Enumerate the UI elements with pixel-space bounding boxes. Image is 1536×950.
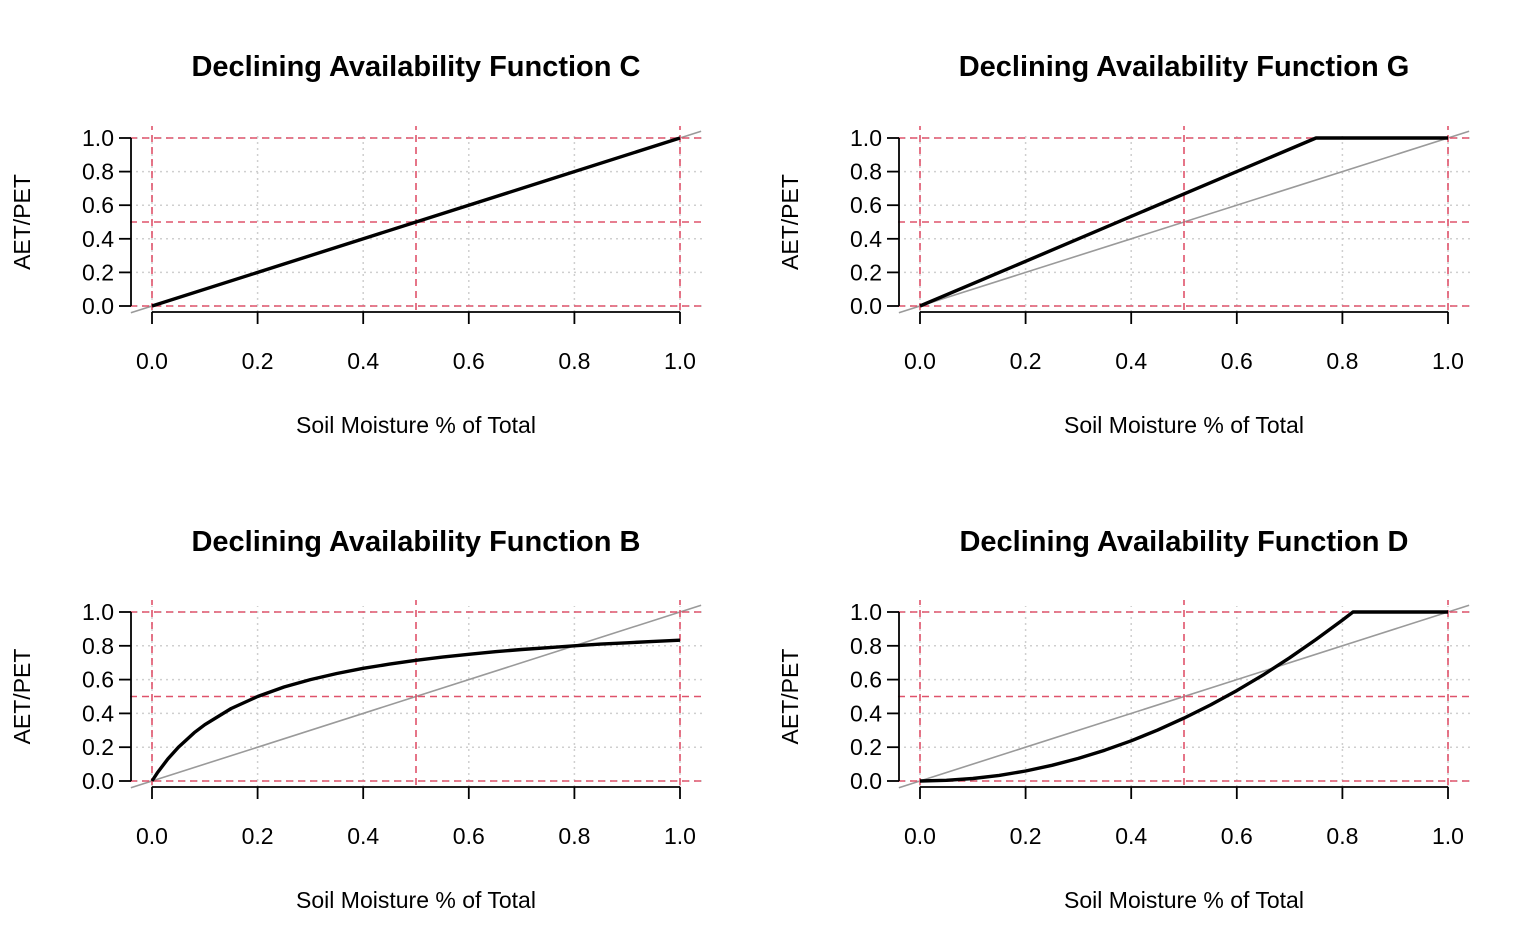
x-tick-label: 0.4 (1115, 348, 1147, 374)
x-tick-label: 0.2 (242, 823, 274, 849)
x-tick-label: 1.0 (664, 823, 696, 849)
x-tick-label: 0.6 (453, 348, 485, 374)
panel-3: 0.0 0.2 0.4 0.6 0.8 1.0 0.0 0.2 0.4 0.6 0.8 1.0 Decl… (9, 526, 702, 913)
y-tick-label: 0.2 (850, 734, 882, 760)
y-tick-label: 0.0 (82, 293, 114, 319)
x-axis-label: Soil Moisture % of Total (1064, 412, 1304, 438)
x-tick-label: 0.4 (1115, 823, 1147, 849)
y-tick-label: 0.6 (82, 192, 114, 218)
series-line-1 (151, 136, 681, 308)
series-line-1 (919, 136, 1448, 308)
y-tick-label: 0.6 (82, 667, 114, 693)
x-tick-label: 0.0 (904, 348, 936, 374)
y-tick-label: 0.2 (82, 259, 114, 285)
x-tick-label: 0.0 (136, 823, 168, 849)
x-tick-label: 0.2 (1010, 823, 1042, 849)
y-tick-label: 1.0 (82, 599, 114, 625)
y-tick-label: 0.4 (82, 226, 114, 252)
y-tick-label: 0.8 (82, 633, 114, 659)
y-tick-label: 0.6 (850, 192, 882, 218)
x-tick-label: 1.0 (664, 348, 696, 374)
y-tick-label: 1.0 (850, 125, 882, 151)
y-tick-label: 0.8 (82, 159, 114, 185)
x-tick-label: 0.8 (558, 348, 590, 374)
y-tick-label: 0.0 (850, 293, 882, 319)
x-tick-label: 0.8 (558, 823, 590, 849)
x-tick-label: 1.0 (1432, 823, 1464, 849)
x-tick-label: 0.4 (347, 823, 379, 849)
x-tick-label: 0.0 (136, 348, 168, 374)
y-tick-label: 0.4 (850, 226, 882, 252)
panel-1: 0.0 0.2 0.4 0.6 0.8 1.0 0.0 0.2 0.4 0.6 0.8 1.0 Decl… (9, 51, 702, 438)
x-axis-label: Soil Moisture % of Total (296, 887, 536, 913)
panel-4: 0.0 0.2 0.4 0.6 0.8 1.0 0.0 0.2 0.4 0.6 0.8 1.0 Decl… (777, 526, 1470, 913)
y-tick-label: 1.0 (82, 125, 114, 151)
panel-2: 0.0 0.2 0.4 0.6 0.8 1.0 0.0 0.2 0.4 0.6 0.8 1.0 Decl… (777, 51, 1470, 438)
x-tick-label: 0.2 (242, 348, 274, 374)
y-tick-label: 0.0 (850, 768, 882, 794)
x-tick-label: 0.6 (1221, 823, 1253, 849)
x-tick-label: 0.0 (904, 823, 936, 849)
x-tick-label: 0.8 (1326, 823, 1358, 849)
x-tick-label: 1.0 (1432, 348, 1464, 374)
x-tick-label: 0.4 (347, 348, 379, 374)
y-tick-label: 0.0 (82, 768, 114, 794)
y-tick-label: 0.4 (850, 700, 882, 726)
x-tick-label: 0.8 (1326, 348, 1358, 374)
y-tick-label: 0.2 (850, 259, 882, 285)
y-axis-label: AET/PET (777, 649, 803, 745)
x-tick-label: 0.6 (1221, 348, 1253, 374)
y-axis-label: AET/PET (777, 174, 803, 270)
x-axis-label: Soil Moisture % of Total (296, 412, 536, 438)
x-tick-label: 0.2 (1010, 348, 1042, 374)
chart-title: Declining Availability Function C (191, 51, 640, 83)
y-tick-label: 0.8 (850, 159, 882, 185)
y-tick-label: 0.8 (850, 633, 882, 659)
chart-title: Declining Availability Function G (959, 51, 1410, 83)
x-axis-label: Soil Moisture % of Total (1064, 887, 1304, 913)
y-tick-label: 1.0 (850, 599, 882, 625)
series-line-1 (150, 638, 681, 782)
chart-title: Declining Availability Function D (959, 526, 1408, 558)
y-axis-label: AET/PET (9, 649, 35, 745)
y-tick-label: 0.4 (82, 700, 114, 726)
chart-title: Declining Availability Function B (191, 526, 640, 558)
y-tick-label: 0.2 (82, 734, 114, 760)
x-tick-label: 0.6 (453, 823, 485, 849)
series-line-1 (919, 610, 1448, 783)
y-tick-label: 0.6 (850, 667, 882, 693)
y-axis-label: AET/PET (9, 174, 35, 270)
